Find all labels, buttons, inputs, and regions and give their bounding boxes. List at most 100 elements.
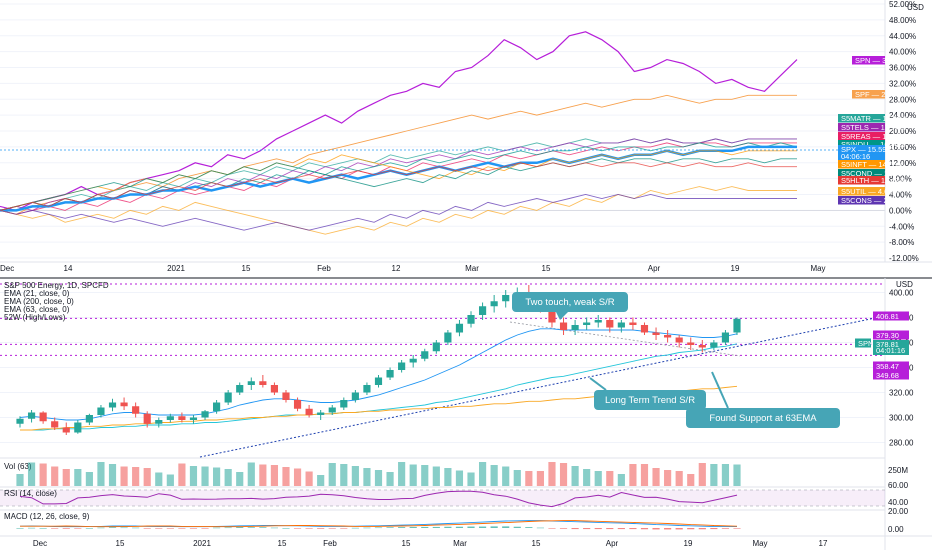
tag-9: S5COND — 12.74% xyxy=(838,169,910,178)
series-line-s5cons xyxy=(0,194,797,231)
tag-text: S5INDU — 16.46% xyxy=(841,140,906,149)
top-y-tick: 44.00% xyxy=(889,32,916,41)
series-line-s5inft xyxy=(0,150,797,211)
rsi-label: RSI (14, close) xyxy=(4,489,57,498)
bottom-x-tick: Dec xyxy=(33,539,47,548)
bottom-x-tick: 15 xyxy=(402,539,411,548)
candle xyxy=(559,317,568,335)
macd-bar xyxy=(698,528,706,530)
volume-bar xyxy=(317,475,325,486)
candle xyxy=(432,340,440,354)
volume-bar xyxy=(120,466,128,486)
candle-body xyxy=(478,306,487,315)
candle-body xyxy=(132,406,140,414)
price-tag-bg xyxy=(873,370,909,380)
candle-body xyxy=(39,412,47,422)
macd-bar xyxy=(97,527,105,529)
annotation-long-term[interactable]: Long Term Trend S/R xyxy=(589,377,706,410)
annotation-support-bubble xyxy=(686,408,840,428)
tag-text: SPN — 38.05% xyxy=(855,56,908,65)
macd-bar xyxy=(282,528,290,529)
price-tag-text: SPN xyxy=(858,339,873,348)
candle-body xyxy=(155,420,163,424)
macd-bar xyxy=(536,527,544,529)
bottom-y-tick: 400.00 xyxy=(889,289,914,298)
volume-bar xyxy=(444,468,452,486)
annotation-two-touch-text: Two touch, weak S/R xyxy=(525,297,614,308)
top-y-tick: 12.00% xyxy=(889,159,916,168)
macd-bar xyxy=(39,528,47,529)
tag-bg xyxy=(838,114,885,123)
volume-bar xyxy=(571,466,579,486)
top-x-tick: 12 xyxy=(392,264,401,273)
candle-body xyxy=(201,411,209,418)
legend-item: EMA (63, close, 0) xyxy=(4,305,70,314)
candle xyxy=(710,340,718,350)
tag-1: SPF — 29.16% xyxy=(852,90,907,99)
top-y-tick: -4.00% xyxy=(889,222,914,231)
macd-tick-20: 20.00 xyxy=(888,507,909,516)
price-tag-text: 379.30 xyxy=(876,331,899,340)
bottom-x-tick: 17 xyxy=(819,539,828,548)
annotation-long-term-text: Long Term Trend S/R xyxy=(605,395,695,406)
candle-body xyxy=(27,412,36,419)
macd-bar xyxy=(409,526,417,528)
annotation-support-text: Found Support at 63EMA xyxy=(709,413,817,424)
macd-bar xyxy=(675,528,683,530)
top-x-tick: 19 xyxy=(731,264,740,273)
ema63-line xyxy=(20,343,738,431)
vol-label: Vol (63) xyxy=(4,462,32,471)
candle-body xyxy=(664,335,672,338)
macd-bar xyxy=(62,528,70,529)
macd-bar xyxy=(455,526,464,528)
candle xyxy=(305,405,313,418)
annotation-support[interactable]: Found Support at 63EMA xyxy=(686,371,840,428)
bottom-x-tick: May xyxy=(752,539,767,548)
candle xyxy=(16,416,24,428)
top-y-tick: 4.00% xyxy=(889,191,912,200)
volume-bar xyxy=(721,464,730,486)
tag-text: SPF — 29.16% xyxy=(855,90,907,99)
top-panel: USD 52.00% 48.00% 44.00% 40.00% 36.00% 32.00%… xyxy=(0,0,932,279)
macd-bar xyxy=(652,528,660,530)
top-x-tick: Dec xyxy=(0,264,14,273)
candle xyxy=(51,417,59,430)
volume-bar xyxy=(548,462,556,486)
top-y-tick: -12.00% xyxy=(889,254,919,263)
top-lines xyxy=(0,31,798,235)
volume-bar xyxy=(398,462,406,486)
macd-bar xyxy=(143,528,151,529)
candle-body xyxy=(594,320,602,323)
macd-line xyxy=(19,520,737,528)
candle xyxy=(664,330,672,343)
macd-bar xyxy=(132,527,140,529)
macd-bar xyxy=(733,528,741,529)
candle-body xyxy=(548,307,556,323)
long-term-trendline xyxy=(199,315,886,458)
candle-body xyxy=(571,325,579,330)
macd-bar xyxy=(213,527,221,529)
annotation-two-touch[interactable]: Two touch, weak S/R xyxy=(512,292,628,320)
top-y-tick: 32.00% xyxy=(889,79,916,88)
candle-body xyxy=(502,295,510,302)
top-x-tick: 2021 xyxy=(167,264,185,273)
tag-2: S5MATR — 17.84% xyxy=(838,114,908,123)
rsi-tick-60: 60.00 xyxy=(888,481,909,490)
volume-bar xyxy=(559,463,568,486)
candle-body xyxy=(51,421,59,428)
candle-body xyxy=(710,342,718,348)
top-y-tick: 16.00% xyxy=(889,143,916,152)
candle xyxy=(27,410,36,423)
candle-body xyxy=(432,342,440,352)
macd-label: MACD (12, 26, close, 9) xyxy=(4,512,90,521)
tag-text: S5HLTH — 11.43% xyxy=(841,176,906,185)
volume-bar xyxy=(698,463,706,486)
bottom-currency-label: USD xyxy=(896,280,913,289)
candle xyxy=(340,397,348,410)
bottom-y-tick: 320.00 xyxy=(889,389,914,398)
macd-bar xyxy=(594,528,602,530)
macd-bar xyxy=(16,528,24,529)
